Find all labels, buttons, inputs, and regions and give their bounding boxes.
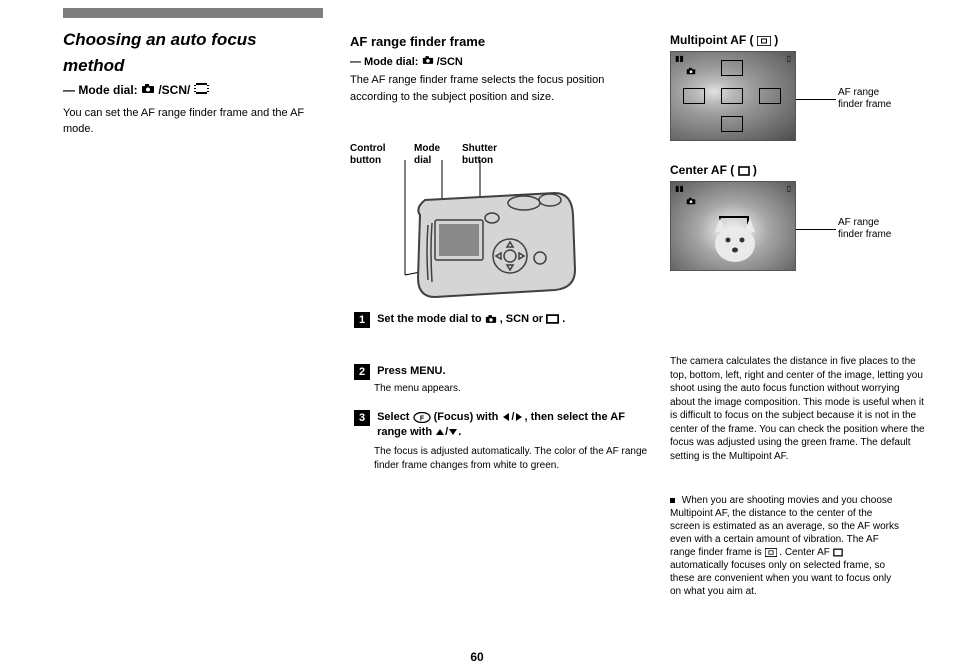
top-bar [63, 8, 323, 18]
mode-prefix: — Mode dial: [63, 83, 141, 97]
panel-mode: — Mode dial: /SCN [350, 55, 650, 68]
left-column: Choosing an auto focus method — Mode dia… [63, 30, 333, 138]
mode-dial-line: — Mode dial: /SCN/ [63, 83, 333, 97]
panel-body: The AF range finder frame selects the fo… [350, 72, 650, 105]
camera-icon [422, 56, 437, 68]
center-column: AF range finder frame — Mode dial: /SCN … [350, 34, 650, 105]
hud-camera-icon [686, 64, 696, 78]
svg-text:F: F [419, 415, 424, 422]
multiaf-title: Multipoint AF ( ) [670, 33, 940, 47]
step-num-2: 2 [354, 364, 370, 380]
step-3: 3 Select F (Focus) with /, then select t… [354, 410, 654, 473]
step-1: 1 Set the mode dial to , SCN or . [354, 312, 654, 328]
camera-illustration [400, 160, 590, 313]
movie-icon [194, 83, 209, 97]
panel-mode-prefix: — Mode dial: [350, 56, 422, 68]
centeraf-leader [796, 229, 836, 230]
right-column: Multipoint AF ( ) ▮▮ ▯ AF range finder f… [670, 33, 940, 271]
callout-shutter: Shutter button [462, 143, 512, 167]
multiaf-description: The camera calculates the distance in fi… [670, 355, 925, 463]
hud-battery-icon: ▮▮ [675, 54, 684, 63]
step-num-1: 1 [354, 312, 370, 328]
centeraf-title: Center AF ( ) [670, 163, 940, 177]
multiaf-leader [796, 99, 836, 100]
multiaf-photo: ▮▮ ▯ [670, 51, 796, 141]
step-2-text: Press MENU. [377, 364, 647, 379]
hud-battery-icon: ▮▮ [675, 184, 684, 193]
callout-mode: Mode dial [414, 143, 454, 167]
camera-icon [141, 83, 158, 97]
centeraf-callout: AF range finder frame [838, 217, 898, 241]
callout-control: Control button [350, 143, 400, 167]
step-2-sub: The menu appears. [374, 382, 654, 396]
hud-right-icon: ▯ [787, 184, 791, 193]
step-2: 2 Press MENU. The menu appears. [354, 364, 654, 396]
step-3-sub: The focus is adjusted automatically. The… [374, 445, 654, 473]
page-number: 60 [470, 650, 483, 664]
bullet-icon [670, 498, 675, 503]
panel-mode-suffix: /SCN [437, 56, 463, 68]
section-title-2: method [63, 56, 333, 76]
centeraf-photo: ▮▮ ▯ [670, 181, 796, 271]
hud-right-icon: ▯ [787, 54, 791, 63]
step-num-3: 3 [354, 410, 370, 426]
mode-suffix: /SCN/ [158, 83, 190, 97]
step-3-text: Select F (Focus) with /, then select the… [377, 410, 647, 441]
hud-camera-icon [686, 194, 696, 208]
footnote-text: When you are shooting movies and you cho… [670, 495, 899, 597]
step-1-text: Set the mode dial to , SCN or . [377, 312, 647, 327]
footnote: When you are shooting movies and you cho… [670, 494, 900, 598]
panel-title: AF range finder frame [350, 34, 650, 49]
multiaf-callout: AF range finder frame [838, 87, 898, 111]
left-body-text: You can set the AF range finder frame an… [63, 105, 333, 138]
section-title-1: Choosing an auto focus [63, 30, 333, 50]
